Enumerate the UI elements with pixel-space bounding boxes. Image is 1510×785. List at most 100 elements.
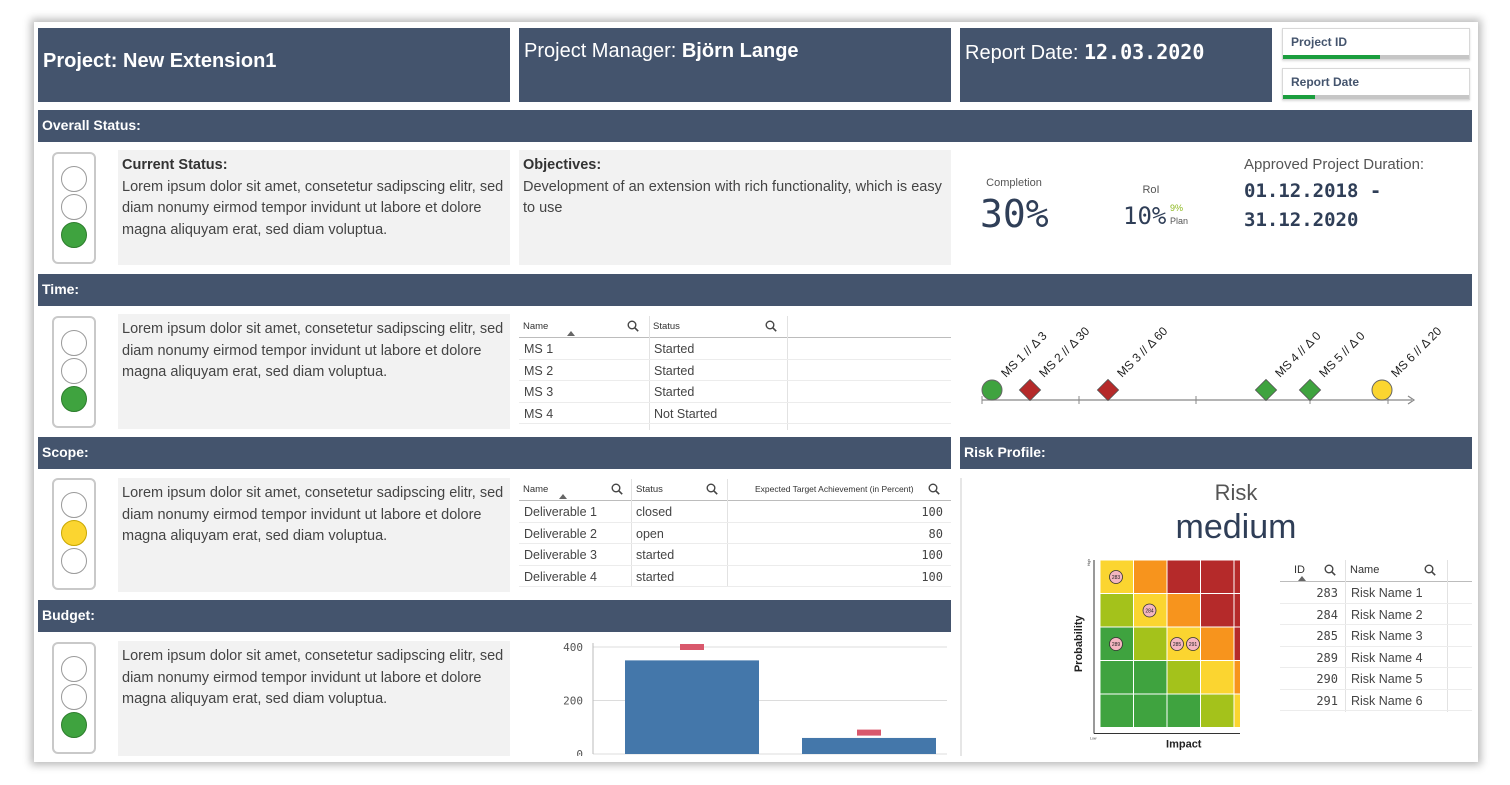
- table-row[interactable]: Deliverable 3 started 100: [519, 544, 951, 566]
- traffic-light-overall: [52, 152, 96, 264]
- roi-plan-value: 9%: [1170, 203, 1184, 213]
- risk-marker: [1142, 603, 1157, 618]
- column-header-status[interactable]: Status: [653, 321, 680, 332]
- filter-project-id[interactable]: Project ID: [1282, 28, 1470, 60]
- risk-cell: [1233, 660, 1240, 695]
- column-header-name[interactable]: Name: [523, 484, 549, 495]
- budget-chart: 400 200 0: [563, 641, 947, 756]
- report-date-header: Report Date: 12.03.2020: [960, 28, 1272, 102]
- filter-progress: [1283, 95, 1315, 99]
- search-icon[interactable]: [611, 483, 623, 495]
- risk-marker-label: 285: [1173, 642, 1182, 648]
- filter-report-date[interactable]: Report Date: [1282, 68, 1470, 100]
- search-icon[interactable]: [1424, 564, 1436, 576]
- risk-cell: [1200, 559, 1235, 594]
- risk-cell: [1099, 693, 1134, 728]
- section-risk-profile: Risk Profile:: [960, 437, 1472, 469]
- completion-value: 30%: [980, 192, 1049, 236]
- table-row[interactable]: MS 2 Started: [519, 360, 951, 381]
- column-header-status[interactable]: Status: [636, 484, 663, 495]
- budget-status-box: Lorem ipsum dolor sit amet, consetetur s…: [118, 641, 510, 756]
- roi-plan-label: Plan: [1170, 216, 1189, 226]
- table-row[interactable]: 284 Risk Name 2: [1280, 604, 1472, 625]
- table-row[interactable]: Deliverable 1 closed 100: [519, 501, 951, 523]
- table-row[interactable]: Deliverable 4 started 100: [519, 566, 951, 587]
- milestone-marker: [1018, 378, 1042, 402]
- objectives-text: Development of an extension with rich fu…: [523, 178, 942, 217]
- milestone-marker: [981, 379, 1003, 401]
- lamp-red: [61, 656, 87, 682]
- milestone-label: MS 6 // Δ 20: [1388, 324, 1444, 380]
- project-name: New Extension1: [123, 50, 277, 72]
- x-axis-label: Impact: [1166, 739, 1202, 751]
- filter-label: Report Date: [1291, 75, 1360, 89]
- traffic-light-budget: [52, 642, 96, 754]
- traffic-light-scope: [52, 478, 96, 590]
- risk-cell: [1200, 660, 1235, 695]
- risk-marker-label: 283: [1112, 575, 1121, 581]
- section-title: Overall Status:: [42, 117, 141, 133]
- risk-title: Risk: [1214, 480, 1258, 505]
- objectives-heading: Objectives:: [523, 157, 602, 173]
- traffic-light-time: [52, 316, 96, 428]
- table-row[interactable]: Deliverable 2 open 80: [519, 523, 951, 544]
- risk-marker: [1109, 637, 1123, 651]
- risk-cell: [1166, 693, 1201, 728]
- x-low-label: Low: [1090, 737, 1097, 741]
- search-icon[interactable]: [928, 483, 940, 495]
- risk-cell: [1233, 693, 1240, 728]
- y-axis-label: Probability: [1073, 614, 1085, 672]
- deliverables-table: Name Status Expected Target Achievement …: [519, 479, 951, 589]
- table-row[interactable]: 285 Risk Name 3: [1280, 625, 1472, 647]
- budget-status-text: Lorem ipsum dolor sit amet, consetetur s…: [122, 648, 504, 707]
- column-header-id[interactable]: ID: [1294, 564, 1305, 576]
- budget-bar: [625, 660, 759, 754]
- milestone-marker: [1298, 378, 1322, 402]
- column-header-name[interactable]: Name: [523, 321, 549, 332]
- lamp-yellow: [61, 520, 87, 546]
- lamp-yellow: [61, 194, 87, 220]
- milestone-label: MS 5 // Δ 0: [1316, 328, 1368, 380]
- dashboard: Project: New Extension1 Project Manager:…: [34, 22, 1478, 762]
- risk-cell: [1233, 559, 1240, 594]
- milestone-table: Name Status MS 1 Started MS 2 Started MS 3…: [519, 316, 951, 430]
- column-header-target[interactable]: Expected Target Achievement (in Percent): [755, 484, 914, 494]
- lamp-green: [61, 386, 87, 412]
- table-row[interactable]: MS 3 Started: [519, 381, 951, 403]
- section-title: Scope:: [42, 444, 89, 460]
- lamp-green: [61, 712, 87, 738]
- risk-cell: [1200, 626, 1235, 661]
- project-header: Project: New Extension1: [38, 28, 510, 102]
- objectives-box: Objectives: Development of an extension …: [519, 150, 951, 265]
- risk-cell: [1166, 559, 1201, 594]
- milestone-label: MS 2 // Δ 30: [1036, 324, 1092, 380]
- project-label: Project:: [43, 50, 118, 72]
- column-header-name[interactable]: Name: [1350, 564, 1380, 576]
- risk-cell: [1200, 593, 1235, 628]
- search-icon[interactable]: [765, 320, 777, 332]
- report-date-label: Report Date:: [965, 42, 1079, 64]
- risk-marker-label: 289: [1112, 642, 1121, 648]
- roi-label: RoI: [1142, 184, 1160, 196]
- target-marker: [680, 644, 704, 650]
- lamp-yellow: [61, 358, 87, 384]
- current-status-heading: Current Status:: [122, 157, 228, 173]
- risk-marker-label: 284: [1145, 609, 1154, 615]
- risk-marker-label: 291: [1189, 642, 1198, 648]
- milestone-timeline: MS 1 // Δ 3MS 2 // Δ 30 MS 3 // Δ 60 MS 4 …: [981, 324, 1445, 405]
- table-row[interactable]: MS 4 Not Started: [519, 403, 951, 424]
- search-icon[interactable]: [627, 320, 639, 332]
- risk-marker: [1170, 637, 1184, 651]
- table-row[interactable]: 289 Risk Name 4: [1280, 647, 1472, 668]
- milestone-label: MS 3 // Δ 60: [1114, 324, 1170, 380]
- search-icon[interactable]: [1324, 564, 1336, 576]
- table-row[interactable]: 291 Risk Name 6: [1280, 690, 1472, 711]
- milestone-marker: [1371, 379, 1393, 401]
- sort-ascending-icon: [559, 494, 567, 499]
- roi-value: 10%: [1123, 202, 1167, 230]
- table-row[interactable]: MS 1 Started: [519, 338, 951, 360]
- table-row[interactable]: 283 Risk Name 1: [1280, 582, 1472, 604]
- time-status-text: Lorem ipsum dolor sit amet, consetetur s…: [122, 321, 504, 380]
- search-icon[interactable]: [706, 483, 718, 495]
- table-row[interactable]: 290 Risk Name 5: [1280, 668, 1472, 690]
